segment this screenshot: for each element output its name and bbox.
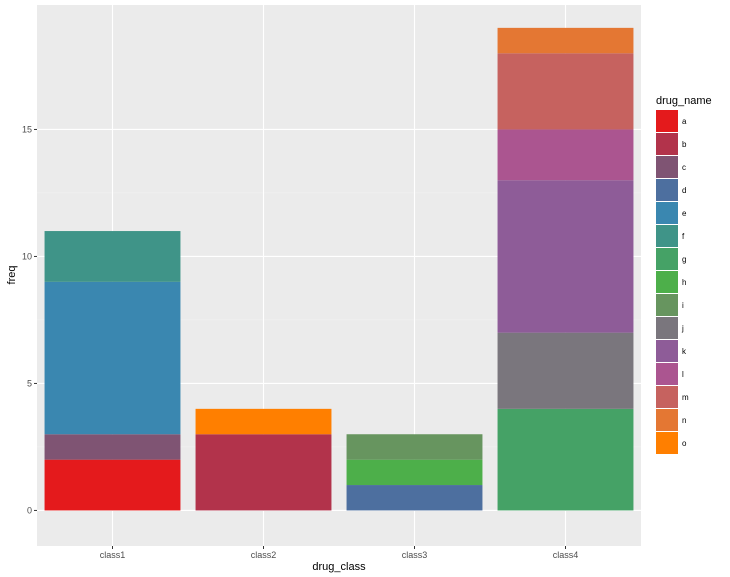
legend-label-c: c <box>682 163 686 172</box>
y-tick-label: 0 <box>27 505 32 515</box>
bar-segment-class4-k <box>497 180 634 333</box>
bar-segment-class1-a <box>44 459 181 511</box>
bar-segment-class1-f <box>44 231 181 282</box>
x-tick-label: class2 <box>251 550 277 560</box>
legend-label-n: n <box>682 416 686 425</box>
legend-label-j: j <box>681 324 684 333</box>
y-tick-label: 10 <box>22 251 32 261</box>
y-tick-label: 5 <box>27 378 32 388</box>
x-axis-title: drug_class <box>312 561 366 573</box>
legend-key-l <box>656 363 678 385</box>
legend-label-d: d <box>682 186 686 195</box>
bar-segment-class4-m <box>497 53 634 130</box>
bar-segment-class2-o <box>195 408 332 435</box>
legend-key-c <box>656 156 678 178</box>
legend-label-f: f <box>682 232 685 241</box>
legend-key-e <box>656 202 678 224</box>
bar-segment-class4-n <box>497 27 634 54</box>
legend-label-k: k <box>682 347 687 356</box>
legend-label-b: b <box>682 140 687 149</box>
bar-segment-class1-e <box>44 281 181 435</box>
legend: drug_name a b c d e f g h i j k l m n o <box>656 95 712 454</box>
legend-label-h: h <box>682 278 686 287</box>
x-axis: class1 class2 class3 class4 <box>100 546 579 560</box>
bar-segment-class2-b <box>195 434 332 511</box>
legend-label-m: m <box>682 393 689 402</box>
legend-key-b <box>656 133 678 155</box>
legend-label-a: a <box>682 117 687 126</box>
legend-label-o: o <box>682 439 687 448</box>
legend-label-g: g <box>682 255 686 264</box>
x-tick-label: class3 <box>402 550 428 560</box>
bar-segment-class4-g <box>497 408 634 511</box>
legend-key-f <box>656 225 678 247</box>
legend-label-i: i <box>682 301 684 310</box>
legend-title: drug_name <box>656 95 712 107</box>
bars <box>44 27 634 511</box>
legend-key-k <box>656 340 678 362</box>
legend-key-m <box>656 386 678 408</box>
x-tick-label: class4 <box>553 550 579 560</box>
legend-key-a <box>656 110 678 132</box>
legend-key-g <box>656 248 678 270</box>
legend-key-h <box>656 271 678 293</box>
bar-segment-class4-j <box>497 332 634 409</box>
bar-segment-class3-d <box>346 485 483 511</box>
legend-key-i <box>656 294 678 316</box>
y-axis-title: freq <box>6 266 18 285</box>
legend-items: a b c d e f g h i j k l m n o <box>656 110 689 454</box>
bar-segment-class4-l <box>497 129 634 181</box>
bar-segment-class1-c <box>44 434 181 460</box>
bar-segment-class3-h <box>346 459 483 486</box>
legend-label-e: e <box>682 209 687 218</box>
legend-key-n <box>656 409 678 431</box>
x-tick-label: class1 <box>100 550 126 560</box>
legend-key-d <box>656 179 678 201</box>
legend-label-l: l <box>682 370 684 379</box>
y-axis: 0 5 10 15 <box>22 124 37 515</box>
y-tick-label: 15 <box>22 124 32 134</box>
bar-segment-class3-i <box>346 434 483 460</box>
legend-key-j <box>656 317 678 339</box>
legend-key-o <box>656 432 678 454</box>
